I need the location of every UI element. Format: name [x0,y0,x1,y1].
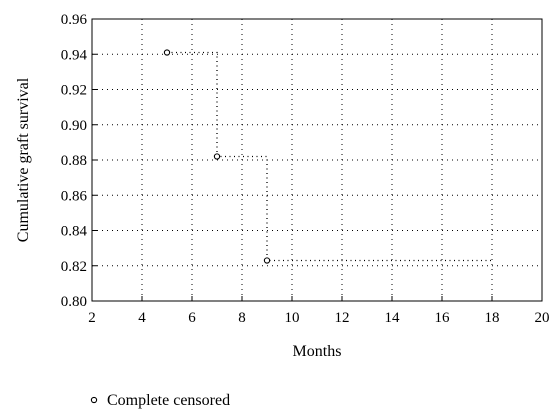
y-tick-label: 0.94 [61,47,88,63]
y-tick-label: 0.88 [61,153,87,169]
y-axis-ticks: 0.80 0.82 0.84 0.86 0.88 0.90 0.92 0.94 0.96 [61,12,97,310]
censored-markers [163,49,271,264]
x-axis-label: Months [293,343,342,360]
y-tick-label: 0.82 [61,259,87,275]
legend: Complete censored [90,392,230,409]
y-tick-label: 0.80 [61,294,87,310]
grid [92,19,542,301]
censored-point [263,257,271,264]
x-tick-label: 4 [138,310,146,326]
x-tick-label: 20 [535,310,550,326]
censored-point [163,49,171,56]
y-tick-label: 0.86 [61,188,88,204]
x-tick-label: 12 [335,310,350,326]
x-tick-label: 14 [385,310,401,326]
censored-point [213,153,221,160]
x-tick-label: 2 [88,310,96,326]
y-tick-label: 0.92 [61,83,87,99]
y-axis-label: Cumulative graft survival [15,77,32,242]
legend-marker-open-circle [90,396,98,404]
y-tick-label: 0.84 [61,224,88,240]
y-tick-label: 0.90 [61,118,87,134]
legend-label: Complete censored [107,392,230,409]
x-tick-label: 18 [485,310,500,326]
x-tick-label: 10 [285,310,300,326]
x-tick-label: 8 [238,310,246,326]
x-tick-label: 16 [435,310,451,326]
x-axis-ticks: 2 4 6 8 10 12 14 16 18 20 [88,296,550,326]
x-tick-label: 6 [188,310,196,326]
y-tick-label: 0.96 [61,12,88,28]
